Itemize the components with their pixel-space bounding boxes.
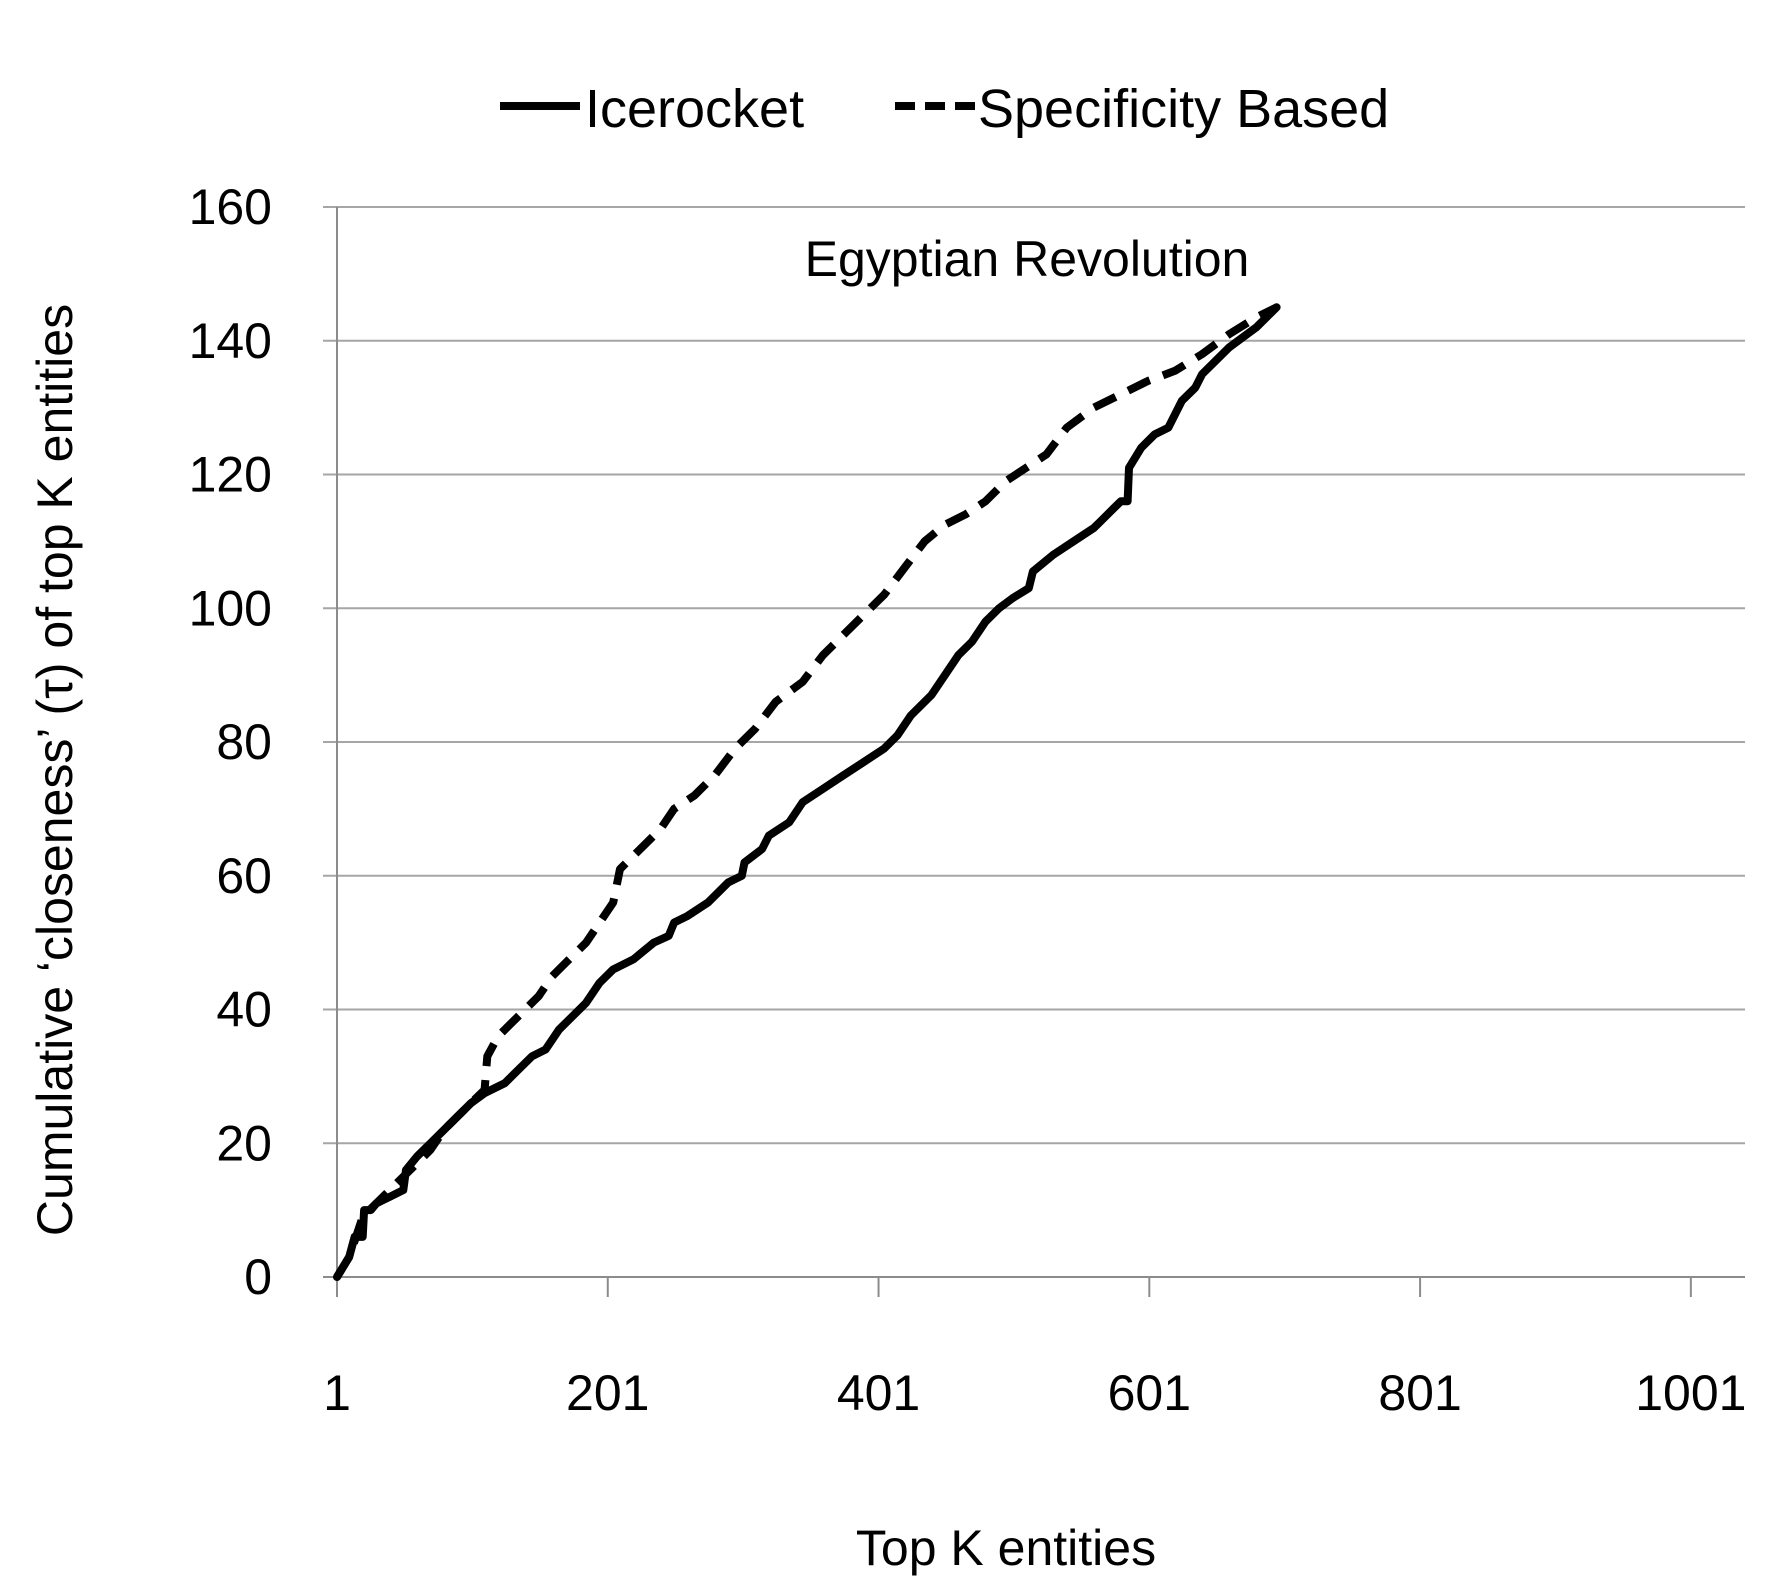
y-tick-label: 0 [244, 1249, 272, 1305]
axes [323, 207, 1745, 1297]
x-tick-label: 401 [837, 1365, 920, 1421]
series-line-specificity-based [333, 303, 1279, 1280]
x-tick-label: 801 [1378, 1365, 1461, 1421]
y-tick-label: 120 [189, 447, 272, 503]
x-tick-label: 601 [1108, 1365, 1191, 1421]
series-lines [333, 303, 1281, 1281]
tick-labels: 0 20 40 60 80 100 120 140 160 1 201 401 601 801 1001 [189, 179, 1747, 1421]
series-line-icerocket [333, 303, 1281, 1281]
y-tick-label: 80 [216, 714, 272, 770]
x-tick-label: 1 [323, 1365, 351, 1421]
y-tick-label: 160 [189, 179, 272, 235]
legend: Icerocket Specificity Based [500, 79, 1389, 139]
y-tick-label: 140 [189, 313, 272, 369]
x-tick-label: 1001 [1635, 1365, 1746, 1421]
y-axis-title: Cumulative ‘closeness’ (τ) of top K enti… [27, 304, 83, 1236]
y-tick-label: 40 [216, 982, 272, 1038]
x-tick-label: 201 [566, 1365, 649, 1421]
legend-label-icerocket: Icerocket [585, 79, 804, 139]
legend-label-specificity-based: Specificity Based [978, 79, 1389, 139]
y-tick-label: 20 [216, 1115, 272, 1171]
y-tick-label: 100 [189, 580, 272, 636]
gridlines [323, 206, 1745, 1145]
x-axis-title: Top K entities [856, 1520, 1156, 1576]
y-tick-label: 60 [216, 848, 272, 904]
chart-annotation: Egyptian Revolution [805, 231, 1250, 287]
